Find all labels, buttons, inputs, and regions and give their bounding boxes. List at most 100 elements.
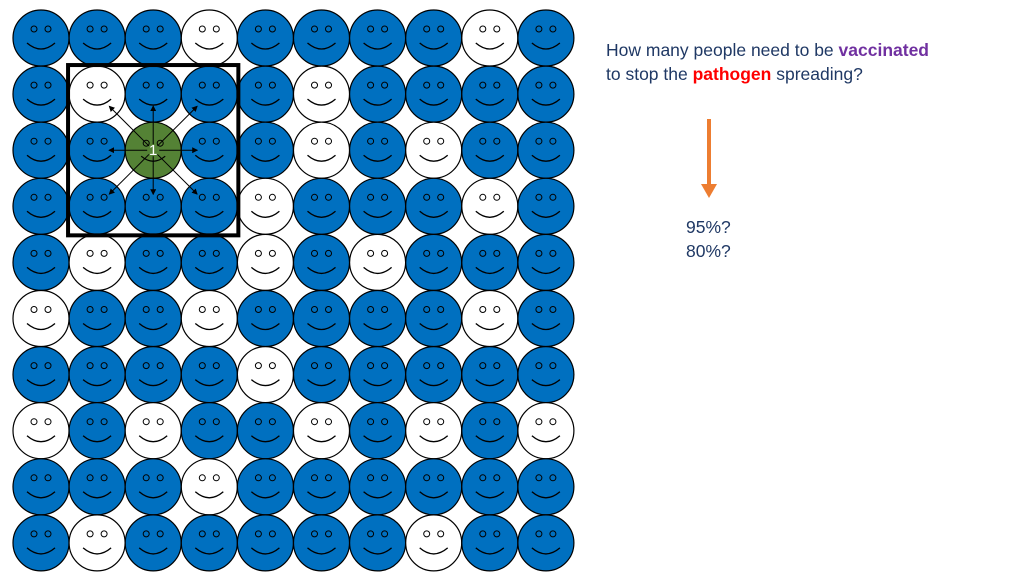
vaccinated-person bbox=[292, 458, 351, 516]
unvaccinated-person bbox=[461, 177, 519, 235]
answer-options: 95%? 80%? bbox=[686, 215, 731, 263]
unvaccinated-person bbox=[292, 402, 351, 460]
vaccinated-person bbox=[405, 65, 463, 123]
vaccinated-person bbox=[124, 233, 182, 291]
vaccinated-person bbox=[124, 514, 182, 572]
vaccinated-person bbox=[124, 289, 182, 348]
vaccinated-person bbox=[405, 458, 463, 516]
vaccinated-person bbox=[124, 9, 182, 67]
down-arrow bbox=[701, 119, 717, 198]
vaccinated-person bbox=[292, 514, 351, 572]
vaccinated-person bbox=[517, 177, 575, 235]
vaccinated-person bbox=[180, 514, 238, 572]
vaccinated-person bbox=[68, 402, 126, 460]
vaccinated-person bbox=[349, 121, 407, 179]
vaccinated-person bbox=[349, 9, 407, 67]
unvaccinated-person bbox=[405, 402, 463, 460]
neighborhood-box bbox=[66, 63, 241, 238]
vaccinated-person bbox=[236, 289, 294, 348]
spread-arrow bbox=[108, 105, 150, 147]
vaccinated-person bbox=[12, 233, 70, 291]
vaccinated-person bbox=[517, 514, 575, 572]
vaccinated-person bbox=[292, 289, 351, 348]
unvaccinated-person bbox=[180, 458, 238, 516]
vaccinated-person bbox=[12, 458, 70, 516]
vaccinated-person bbox=[236, 9, 294, 67]
unvaccinated-person bbox=[12, 402, 70, 460]
vaccinated-person bbox=[292, 346, 351, 404]
unvaccinated-person bbox=[180, 9, 238, 67]
unvaccinated-person bbox=[517, 402, 575, 460]
vaccinated-person bbox=[461, 233, 519, 291]
vaccinated-person bbox=[180, 346, 238, 404]
vaccinated-person bbox=[349, 65, 407, 123]
vaccinated-person bbox=[180, 233, 238, 291]
spread-arrow bbox=[108, 154, 150, 195]
vaccinated-person bbox=[517, 65, 575, 123]
vaccinated-person bbox=[517, 458, 575, 516]
vaccinated-person bbox=[68, 9, 126, 67]
vaccinated-person bbox=[517, 289, 575, 348]
vaccinated-person bbox=[405, 289, 463, 348]
vaccinated-person bbox=[68, 346, 126, 404]
unvaccinated-person bbox=[236, 346, 294, 404]
vaccinated-person bbox=[68, 289, 126, 348]
answer-option: 80%? bbox=[686, 241, 731, 261]
vaccinated-person bbox=[405, 177, 463, 235]
vaccinated-person bbox=[12, 346, 70, 404]
unvaccinated-person bbox=[461, 9, 519, 67]
vaccinated-person bbox=[517, 9, 575, 67]
unvaccinated-person bbox=[124, 402, 182, 460]
unvaccinated-person bbox=[236, 177, 294, 235]
vaccinated-person bbox=[292, 233, 351, 291]
unvaccinated-person bbox=[292, 65, 351, 123]
vaccinated-person bbox=[292, 9, 351, 67]
question-part2: to stop the bbox=[606, 64, 693, 84]
unvaccinated-person bbox=[292, 121, 351, 179]
vaccinated-person bbox=[461, 402, 519, 460]
vaccinated-person bbox=[405, 233, 463, 291]
vaccinated-person bbox=[236, 402, 294, 460]
vaccinated-person bbox=[405, 346, 463, 404]
vaccinated-person bbox=[12, 121, 70, 179]
vaccinated-person bbox=[517, 233, 575, 291]
vaccinated-person bbox=[349, 177, 407, 235]
question-part1: How many people need to be bbox=[606, 40, 839, 60]
unvaccinated-person bbox=[461, 289, 519, 348]
unvaccinated-person bbox=[68, 514, 126, 572]
vaccinated-person bbox=[461, 121, 519, 179]
vaccinated-person bbox=[517, 121, 575, 179]
spread-arrow bbox=[157, 154, 198, 195]
vaccinated-person bbox=[12, 514, 70, 572]
vaccinated-person bbox=[68, 458, 126, 516]
vaccinated-person bbox=[461, 458, 519, 516]
unvaccinated-person bbox=[180, 289, 238, 348]
vaccinated-person bbox=[405, 9, 463, 67]
pathogen-keyword: pathogen bbox=[692, 64, 772, 84]
vaccinated-person bbox=[292, 177, 351, 235]
vaccinated-person bbox=[349, 402, 407, 460]
vaccinated-person bbox=[12, 9, 70, 67]
vaccinated-person bbox=[124, 458, 182, 516]
vaccinated-person bbox=[349, 458, 407, 516]
vaccinated-person bbox=[180, 402, 238, 460]
vaccinated-person bbox=[349, 514, 407, 572]
infected-label: 1 bbox=[149, 142, 157, 159]
vaccinated-person bbox=[349, 289, 407, 348]
question-text: How many people need to be vaccinated to… bbox=[606, 38, 929, 86]
vaccinated-person bbox=[236, 514, 294, 572]
vaccinated-person bbox=[236, 121, 294, 179]
unvaccinated-person bbox=[349, 233, 407, 291]
answer-option: 95%? bbox=[686, 217, 731, 237]
unvaccinated-person bbox=[405, 121, 463, 179]
unvaccinated-person bbox=[236, 233, 294, 291]
vaccinated-person bbox=[349, 346, 407, 404]
unvaccinated-person bbox=[68, 233, 126, 291]
vaccinated-person bbox=[461, 65, 519, 123]
spread-arrow bbox=[157, 105, 198, 147]
vaccinated-person bbox=[461, 514, 519, 572]
vaccinated-person bbox=[12, 65, 70, 123]
vaccinated-person bbox=[12, 177, 70, 235]
